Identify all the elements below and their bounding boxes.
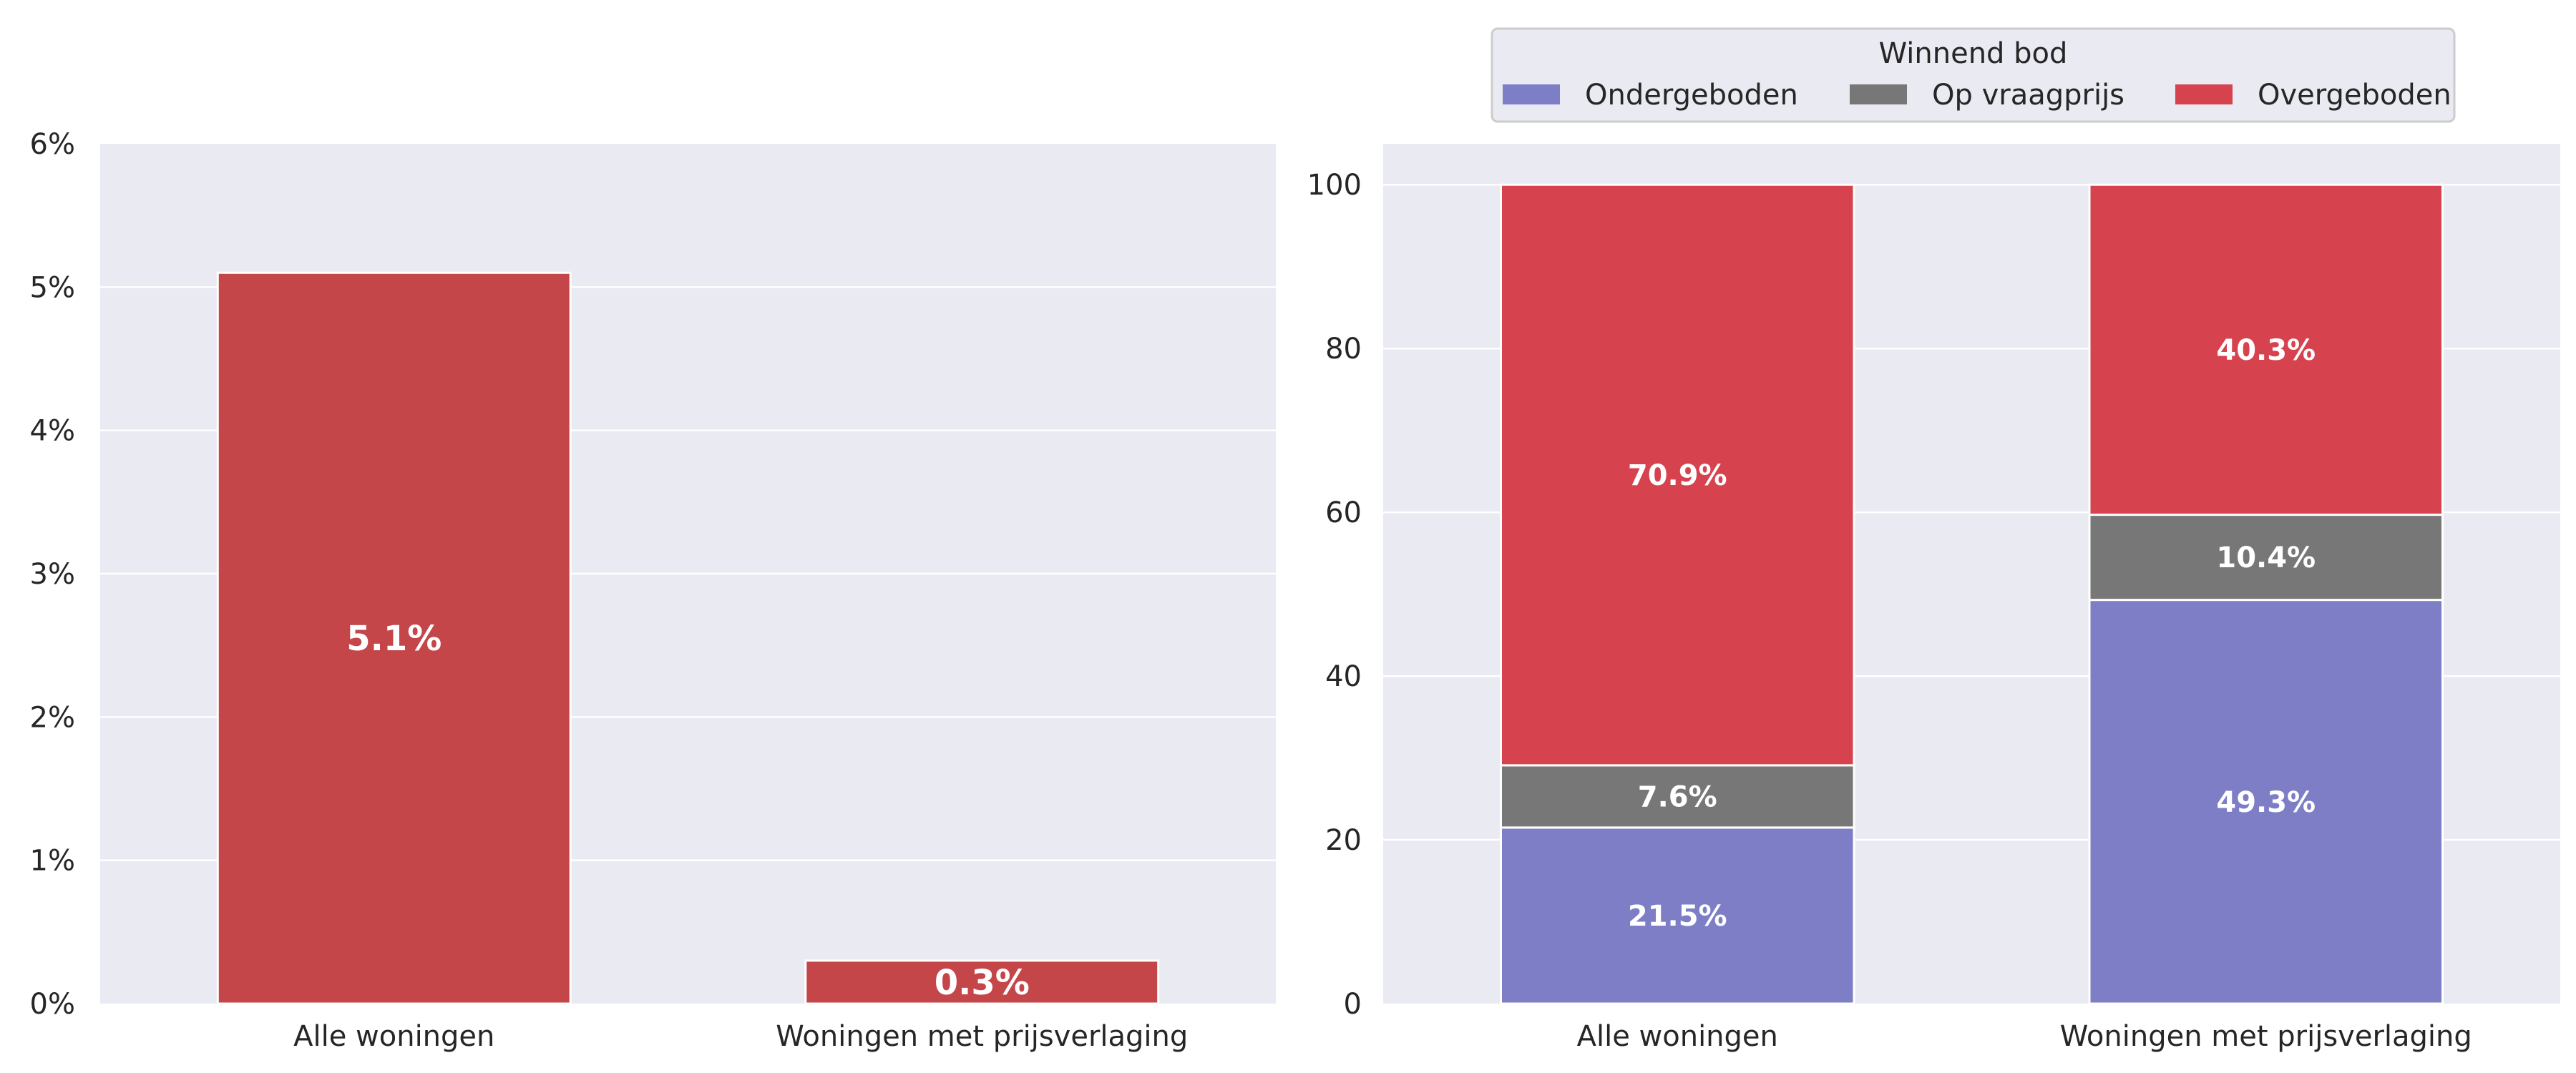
legend-swatch (1850, 84, 1907, 104)
legend-entry-label: Overgeboden (2258, 79, 2451, 112)
y-tick-label: 40 (1325, 660, 1362, 693)
stacked-bar-segment (2088, 183, 2444, 516)
right-chart: 0 20 40 60 80 100 21.5% 7.6% 70.9% Alle woningen 4… (1307, 144, 2560, 1053)
y-tick-label: 20 (1325, 824, 1362, 857)
stacked-bar-segment (1500, 826, 1855, 1005)
y-tick-label: 5% (30, 271, 75, 304)
y-tick-label: 6% (30, 128, 75, 161)
x-tick-label: Woningen met prijsverlaging (776, 1020, 1188, 1053)
left-chart: 0% 1% 2% 3% 4% 5% 6% 5.1% Alle woningen 0.3% Wonin… (30, 128, 1276, 1053)
segment-value-label: 49.3% (2216, 786, 2316, 819)
y-tick-label: 4% (30, 415, 75, 448)
stacked-bar-segment (1500, 764, 1855, 829)
bar (804, 959, 1160, 1005)
legend-entry-label: Op vraagprijs (1932, 79, 2124, 112)
y-tick-label: 100 (1307, 169, 1362, 202)
stacked-bar-segment (1500, 183, 1855, 767)
y-tick-label: 3% (30, 558, 75, 591)
segment-value-label: 7.6% (1638, 780, 1717, 813)
legend-title: Winnend bod (1879, 37, 2068, 70)
x-tick-label: Alle woningen (1577, 1020, 1778, 1053)
bar-value-label: 5.1% (346, 619, 441, 659)
y-tick-label: 0 (1344, 988, 1362, 1021)
legend-swatch (1503, 84, 1560, 104)
y-tick-label: 2% (30, 701, 75, 734)
legend-swatch (2175, 84, 2233, 104)
legend: Winnend bod Ondergeboden Op vraagprijs Over… (1491, 27, 2456, 123)
segment-value-label: 70.9% (1628, 459, 1727, 492)
segment-value-label: 10.4% (2216, 542, 2316, 574)
x-tick-label: Woningen met prijsverlaging (2060, 1020, 2472, 1053)
y-tick-label: 80 (1325, 333, 1362, 366)
segment-value-label: 21.5% (1628, 900, 1727, 933)
y-tick-label: 60 (1325, 496, 1362, 529)
stacked-bar-segment (2088, 599, 2444, 1005)
y-tick-label: 0% (30, 988, 75, 1021)
y-tick-label: 1% (30, 845, 75, 878)
x-tick-label: Alle woningen (293, 1020, 494, 1053)
bar-value-label: 0.3% (935, 963, 1030, 1003)
segment-value-label: 40.3% (2216, 334, 2316, 367)
bar (216, 271, 572, 1005)
legend-entry-label: Ondergeboden (1585, 79, 1798, 112)
